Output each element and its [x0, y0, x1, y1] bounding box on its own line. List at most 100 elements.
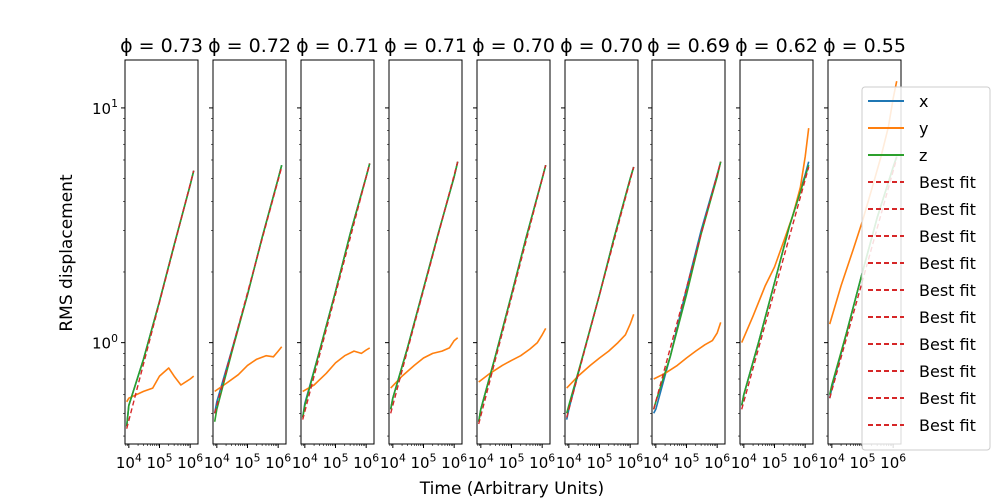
- x-tick-label: 105: [235, 451, 261, 472]
- y-tick-label: 100: [92, 332, 118, 353]
- x-tick-label-base: 10: [468, 454, 487, 472]
- legend-label: Best fit: [919, 416, 976, 435]
- legend-label: x: [919, 92, 928, 111]
- legend: xyz Best fit Best fit Best fit Best fit Best …: [861, 86, 991, 451]
- x-tick-label-base: 10: [587, 454, 606, 472]
- x-tick-label-exponent: 6: [811, 451, 818, 464]
- x-tick-label-base: 10: [529, 454, 548, 472]
- panel-title: ϕ = 0.69: [647, 35, 730, 57]
- x-tick-label-exponent: 6: [636, 451, 643, 464]
- x-tick-label-exponent: 6: [460, 451, 467, 464]
- x-tick-label-base: 10: [819, 454, 838, 472]
- best-fit-line: [741, 166, 810, 410]
- legend-item: x: [868, 92, 928, 111]
- legend-label: Best fit: [919, 308, 976, 327]
- y-tick-label-exponent: 1: [111, 97, 118, 110]
- series-y-line: [653, 322, 722, 380]
- x-tick-label-base: 10: [880, 454, 899, 472]
- series-z-line: [477, 164, 547, 422]
- y-tick-label-exponent: 0: [111, 332, 118, 345]
- x-tick-label-base: 10: [674, 454, 693, 472]
- x-tick-label: 104: [731, 451, 757, 472]
- x-tick-label-exponent: 6: [196, 451, 203, 464]
- x-tick-label: 106: [441, 451, 467, 472]
- x-tick-label-exponent: 4: [575, 451, 582, 464]
- x-tick-label-base: 10: [762, 454, 781, 472]
- x-tick-label: 106: [177, 451, 203, 472]
- legend-item: Best fit: [868, 254, 976, 273]
- x-tick-label-base: 10: [265, 454, 284, 472]
- x-tick-label-exponent: 6: [372, 451, 379, 464]
- x-tick-label-base: 10: [441, 454, 460, 472]
- x-tick-label-exponent: 6: [899, 451, 906, 464]
- y-tick-label-base: 10: [92, 100, 111, 118]
- x-tick-label-exponent: 6: [548, 451, 555, 464]
- axes-frame: [739, 59, 814, 445]
- best-fit-line: [566, 166, 635, 418]
- x-tick-label-base: 10: [731, 454, 750, 472]
- legend-item: Best fit: [868, 389, 976, 408]
- legend-box: [861, 86, 991, 451]
- x-tick-label: 104: [468, 451, 494, 472]
- y-tick-label: 101: [92, 97, 118, 118]
- x-tick-label-exponent: 4: [487, 451, 494, 464]
- x-tick-label-base: 10: [116, 454, 135, 472]
- series-y-line: [478, 328, 547, 383]
- x-tick-label-exponent: 5: [430, 451, 437, 464]
- x-tick-label: 105: [411, 451, 437, 472]
- legend-label: z: [919, 146, 927, 165]
- legend-label: Best fit: [919, 281, 976, 300]
- x-tick-label-exponent: 4: [750, 451, 757, 464]
- best-fit-line: [214, 166, 283, 414]
- axes-frame: [388, 59, 463, 445]
- x-tick-label-exponent: 6: [284, 451, 291, 464]
- x-tick-label-exponent: 5: [869, 451, 876, 464]
- x-tick-label-exponent: 4: [311, 451, 318, 464]
- x-tick-label-exponent: 5: [518, 451, 525, 464]
- x-tick-label: 106: [617, 451, 643, 472]
- x-tick-label: 105: [323, 451, 349, 472]
- x-tick-label: 106: [792, 451, 818, 472]
- legend-label: Best fit: [919, 362, 976, 381]
- x-tick-label: 105: [499, 451, 525, 472]
- x-tick-label-base: 10: [704, 454, 723, 472]
- panel-title: ϕ = 0.70: [472, 35, 555, 57]
- x-tick-label-base: 10: [323, 454, 342, 472]
- x-tick-label-exponent: 4: [662, 451, 669, 464]
- series-y-line: [740, 128, 810, 343]
- x-tick-label-base: 10: [147, 454, 166, 472]
- y-axis-label: RMS displacement: [57, 174, 77, 332]
- x-tick-label-exponent: 4: [135, 451, 142, 464]
- panel-title: ϕ = 0.70: [560, 35, 643, 57]
- x-tick-label-base: 10: [353, 454, 372, 472]
- axes-frame: [212, 59, 287, 445]
- panel-title: ϕ = 0.71: [296, 35, 379, 57]
- x-tick-label: 105: [147, 451, 173, 472]
- x-tick-label: 106: [265, 451, 291, 472]
- legend-label: Best fit: [919, 173, 976, 192]
- x-tick-label: 105: [762, 451, 788, 472]
- x-tick-label: 104: [819, 451, 845, 472]
- x-tick-label-exponent: 5: [781, 451, 788, 464]
- x-tick-label: 105: [587, 451, 613, 472]
- x-tick-label-base: 10: [380, 454, 399, 472]
- x-tick-label-base: 10: [499, 454, 518, 472]
- x-tick-label-base: 10: [617, 454, 636, 472]
- series-y-line: [214, 346, 283, 393]
- x-tick-label-base: 10: [411, 454, 430, 472]
- x-tick-label-base: 10: [235, 454, 254, 472]
- y-tick-label-base: 10: [92, 335, 111, 353]
- x-tick-label: 104: [116, 451, 142, 472]
- legend-label: y: [919, 119, 928, 138]
- series-z-line: [565, 166, 635, 414]
- x-tick-label-base: 10: [292, 454, 311, 472]
